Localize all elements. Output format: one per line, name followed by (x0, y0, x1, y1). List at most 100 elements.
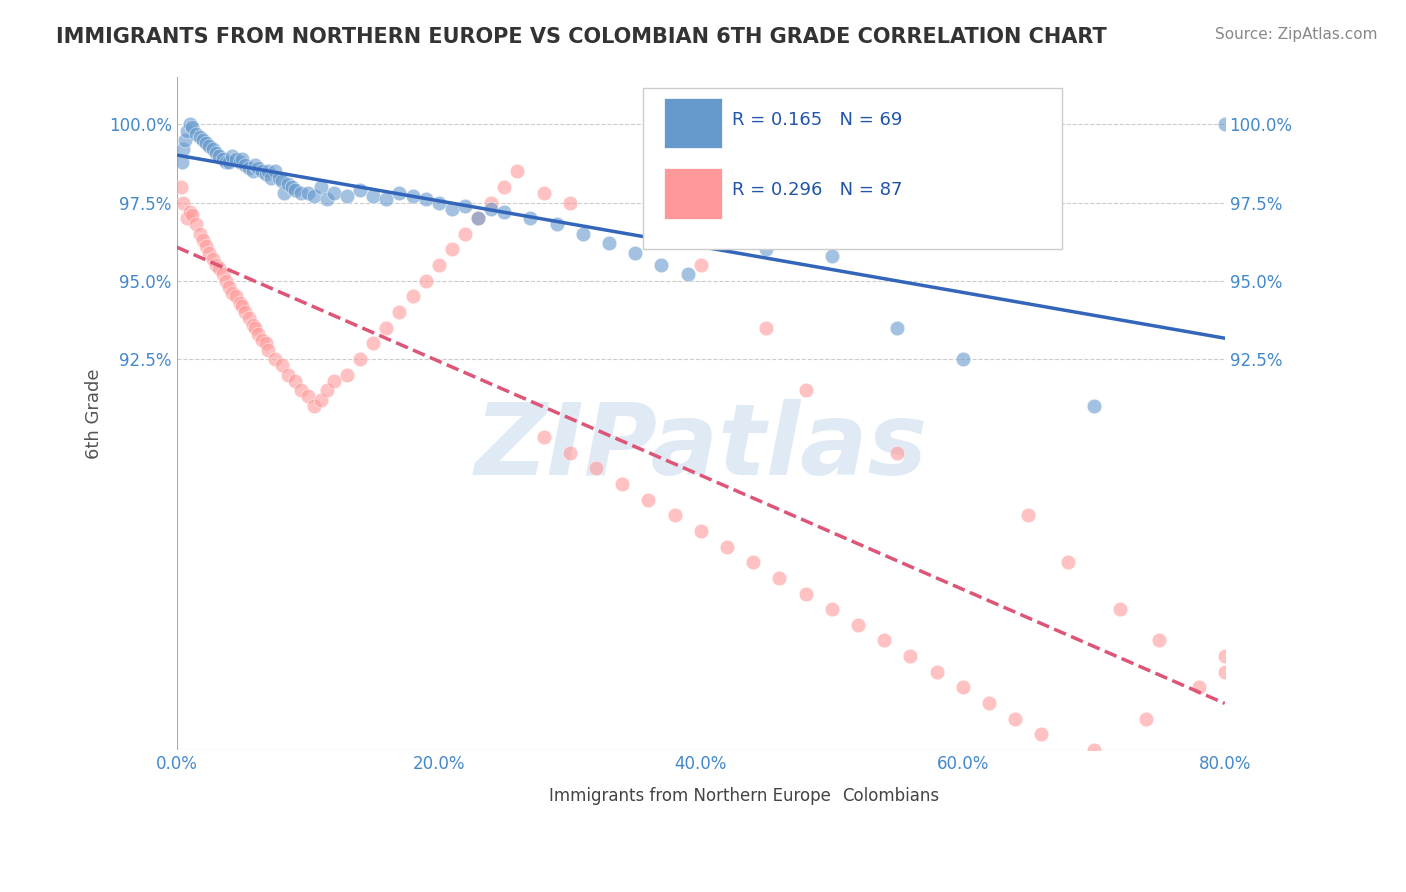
Point (415, 193, 437, 207)
Point (181, 208, 204, 222)
Point (250, 164, 273, 178)
Point (558, 195, 581, 210)
Point (186, 218, 208, 232)
FancyBboxPatch shape (664, 169, 721, 219)
Point (494, 205, 516, 219)
Point (401, 289, 423, 303)
Text: R = 0.296   N = 87: R = 0.296 N = 87 (733, 181, 903, 200)
Point (215, 154, 238, 169)
Point (290, 383, 312, 397)
Point (198, 245, 221, 260)
Point (898, 649, 921, 664)
Point (215, 274, 238, 288)
Point (316, 383, 339, 397)
FancyBboxPatch shape (643, 87, 1063, 249)
Point (427, 258, 450, 272)
Point (284, 183, 307, 197)
Point (533, 430, 555, 444)
Point (440, 243, 463, 257)
Point (977, 696, 1000, 710)
Point (821, 249, 844, 263)
Point (952, 681, 974, 695)
Point (401, 189, 423, 203)
Point (336, 189, 359, 203)
Point (188, 129, 211, 144)
Point (277, 368, 299, 382)
Point (254, 336, 277, 351)
Point (768, 571, 790, 585)
Point (336, 368, 359, 382)
Point (281, 180, 304, 194)
Point (716, 540, 738, 554)
Point (270, 358, 292, 372)
Point (309, 392, 332, 407)
Point (264, 164, 287, 178)
Point (242, 318, 264, 332)
Point (1213, 649, 1236, 664)
Point (440, 202, 463, 216)
Point (546, 218, 568, 232)
Point (225, 289, 247, 303)
Point (228, 154, 250, 169)
Point (169, 180, 191, 194)
Point (375, 320, 398, 334)
Point (179, 117, 201, 131)
Point (228, 295, 250, 310)
Point (191, 133, 214, 147)
Point (925, 665, 948, 679)
Point (290, 186, 312, 201)
Point (1213, 665, 1236, 679)
Text: ZIPatlas: ZIPatlas (474, 399, 928, 496)
Point (598, 236, 620, 251)
Point (304, 189, 326, 203)
Point (479, 195, 502, 210)
FancyBboxPatch shape (664, 97, 721, 148)
Point (794, 383, 817, 397)
Point (176, 211, 198, 226)
Point (221, 148, 243, 162)
Point (519, 211, 541, 226)
Point (246, 161, 269, 176)
Point (246, 326, 269, 341)
Point (208, 148, 231, 162)
Point (233, 158, 256, 172)
FancyBboxPatch shape (785, 780, 835, 813)
Point (1004, 712, 1026, 726)
Point (202, 142, 225, 156)
Text: Source: ZipAtlas.com: Source: ZipAtlas.com (1215, 27, 1378, 42)
Point (886, 320, 908, 334)
Point (211, 152, 233, 166)
Point (231, 299, 253, 313)
Point (388, 186, 411, 201)
Point (242, 164, 264, 178)
Point (1213, 117, 1236, 131)
Point (1017, 508, 1039, 523)
Point (173, 133, 195, 147)
Point (1083, 399, 1105, 413)
Point (260, 170, 283, 185)
Point (194, 136, 217, 150)
Point (270, 174, 292, 188)
Point (361, 189, 384, 203)
Point (506, 164, 529, 178)
Point (427, 195, 450, 210)
Point (205, 258, 228, 272)
Point (467, 211, 489, 226)
Point (179, 205, 201, 219)
Point (664, 508, 686, 523)
Point (650, 258, 672, 272)
Point (1187, 681, 1209, 695)
Point (172, 142, 194, 156)
Point (349, 351, 371, 366)
Point (388, 305, 411, 319)
Point (238, 311, 260, 326)
Text: Immigrants from Northern Europe: Immigrants from Northern Europe (548, 787, 831, 805)
Point (250, 333, 273, 347)
Point (676, 268, 699, 282)
Point (273, 186, 295, 201)
Point (218, 154, 240, 169)
Point (205, 145, 228, 160)
Point (585, 461, 607, 475)
Point (454, 227, 477, 241)
Point (257, 164, 280, 178)
